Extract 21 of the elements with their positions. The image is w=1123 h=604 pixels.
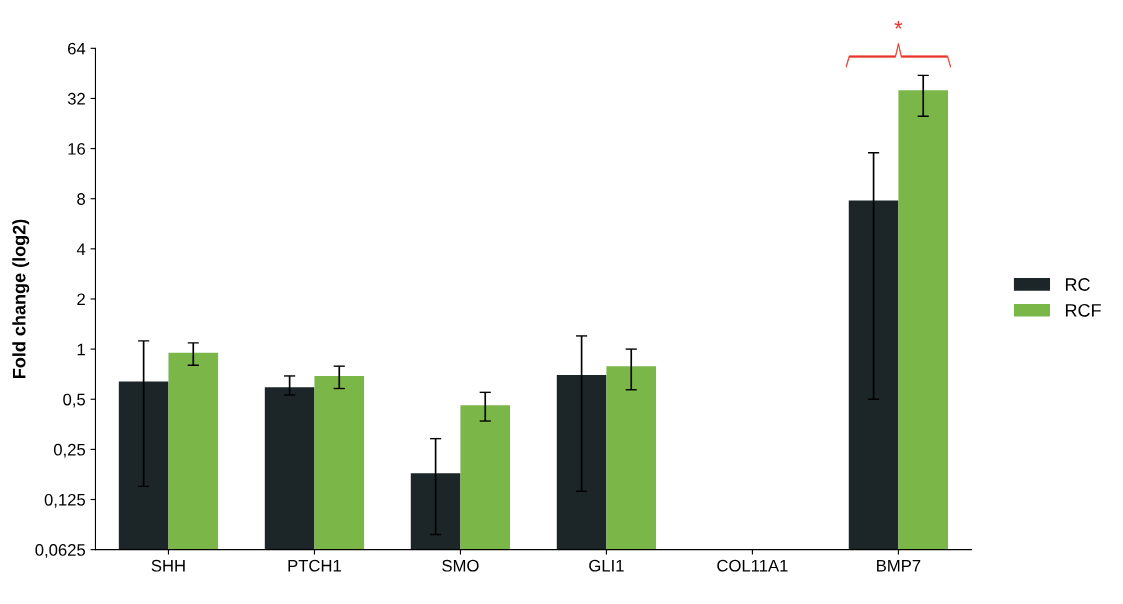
y-tick-label: 0,5	[63, 393, 86, 408]
x-tick-label: GLI1	[589, 559, 624, 572]
x-tick-label: COL11A1	[717, 559, 788, 572]
x-tick-label: PTCH1	[288, 559, 341, 572]
y-tick-label: 0,25	[53, 443, 86, 458]
y-tick-label: 4	[76, 243, 86, 255]
legend-label: RCF	[1065, 303, 1101, 317]
x-tick-label: BMP7	[877, 559, 921, 572]
y-tick-label: 64	[68, 42, 86, 55]
y-tick-label: 8	[77, 193, 86, 205]
x-tick-label: SMO	[442, 559, 479, 572]
y-tick-label: 1	[77, 343, 85, 356]
legend-label: RC	[1065, 278, 1090, 291]
y-tick-label: 16	[68, 142, 85, 155]
y-tick-label: 0,125	[44, 493, 86, 508]
text: *	[894, 20, 903, 29]
y-axis-title: Fold change (log2)	[12, 219, 30, 379]
y-tick-label: 0,0625	[35, 544, 86, 558]
x-tick-label: SHH	[151, 559, 185, 572]
y-tick-label: 32	[67, 92, 85, 105]
y-tick-label: 2	[77, 293, 85, 306]
